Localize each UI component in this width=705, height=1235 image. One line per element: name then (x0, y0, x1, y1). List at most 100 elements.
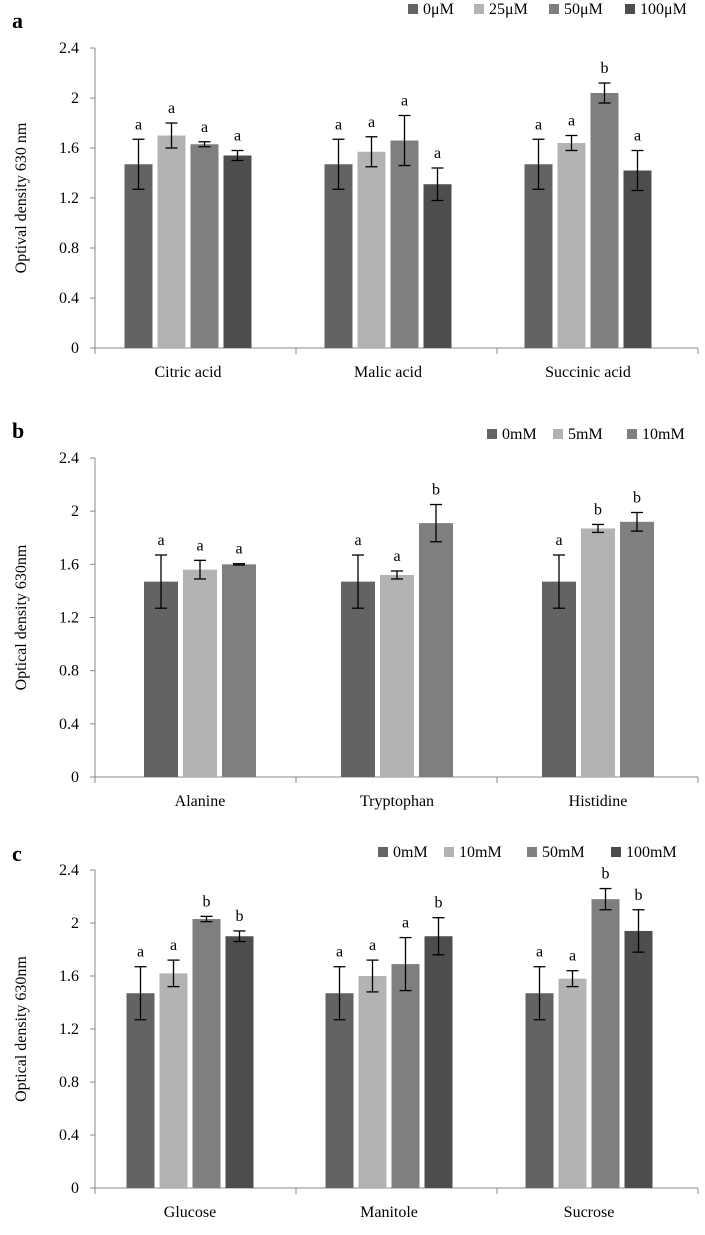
significance-label: b (635, 887, 643, 904)
significance-label: a (234, 128, 241, 145)
significance-label: b (633, 489, 641, 506)
legend-label: 0mM (393, 844, 428, 861)
legend-label: 0mM (502, 426, 537, 443)
significance-label: b (602, 866, 610, 883)
bar (391, 964, 420, 1188)
significance-label: b (203, 893, 211, 910)
significance-label: a (434, 145, 441, 162)
y-tick-label: 2.4 (59, 40, 79, 57)
significance-label: a (235, 541, 242, 558)
y-tick-label: 0.4 (59, 716, 79, 733)
y-tick-label: 0.8 (59, 1074, 79, 1091)
bar (524, 164, 553, 348)
bar (581, 528, 615, 777)
significance-label: a (569, 948, 576, 965)
significance-label: a (393, 548, 400, 565)
legend-label: 25μM (489, 1, 528, 18)
x-category-label: Malic acid (354, 364, 422, 381)
bar (390, 140, 419, 348)
significance-label: a (335, 116, 342, 133)
legend-swatch (527, 847, 537, 857)
bar (225, 936, 254, 1188)
bar (357, 151, 386, 348)
bar (222, 564, 256, 777)
y-tick-label: 2 (71, 915, 79, 932)
y-tick-label: 0.4 (59, 1127, 79, 1144)
significance-label: b (432, 482, 440, 499)
legend-label: 100μM (640, 1, 687, 18)
bar (183, 569, 217, 777)
y-tick-label: 1.6 (59, 556, 79, 573)
legend-swatch (549, 4, 559, 14)
legend-swatch (408, 4, 418, 14)
significance-label: a (354, 532, 361, 549)
y-tick-label: 0.8 (59, 663, 79, 680)
bar (557, 143, 586, 348)
panel-a: a 0 0.4 0.8 1.2 1.6 2 2.4 Optival density 630 nm… (12, 1, 699, 381)
y-tick-label: 2 (71, 90, 79, 107)
legend-swatch (627, 429, 637, 439)
y-tick-label: 2.4 (59, 862, 79, 879)
significance-label: a (568, 113, 575, 130)
y-tick-label: 0 (71, 769, 79, 786)
bar (325, 993, 354, 1188)
panel-letter: c (12, 841, 22, 866)
legend-label: 50μM (564, 1, 603, 18)
legend-swatch (625, 4, 635, 14)
bar (423, 184, 452, 348)
significance-label: a (157, 532, 164, 549)
significance-label: a (196, 537, 203, 554)
x-category-label: Tryptophan (360, 793, 434, 810)
bar (223, 155, 252, 348)
significance-label: a (634, 128, 641, 145)
significance-label: a (137, 944, 144, 961)
y-tick-label: 0.8 (59, 240, 79, 257)
y-tick-label: 1.6 (59, 140, 79, 157)
significance-label: a (535, 116, 542, 133)
legend-label: 10mM (642, 426, 685, 443)
legend-label: 0μM (423, 1, 454, 18)
bar (623, 170, 652, 348)
significance-label: a (368, 114, 375, 131)
y-axis-label: Optical density 630nm (13, 956, 30, 1102)
significance-label: a (201, 119, 208, 136)
legend-label: 5mM (568, 426, 603, 443)
legend-swatch (378, 847, 388, 857)
x-category-label: Glucose (164, 1204, 216, 1221)
bar (542, 581, 576, 777)
significance-label: a (336, 944, 343, 961)
significance-label: a (168, 100, 175, 117)
x-category-label: Succinic acid (545, 364, 631, 381)
significance-label: a (555, 532, 562, 549)
legend-swatch (474, 4, 484, 14)
bar (144, 581, 178, 777)
significance-label: b (601, 60, 609, 77)
x-category-label: Manitole (360, 1204, 418, 1221)
bar (419, 523, 453, 777)
legend-label: 50mM (542, 844, 585, 861)
bar (424, 936, 453, 1188)
bar (157, 135, 186, 348)
legend-label: 100mM (626, 844, 677, 861)
y-tick-label: 0.4 (59, 290, 79, 307)
significance-label: b (594, 501, 602, 518)
legend-swatch (444, 847, 454, 857)
panel-c: c 0 0.4 0.8 1.2 1.6 2 2.4 Optical density 630nm a… (12, 841, 699, 1221)
legend-swatch (553, 429, 563, 439)
significance-label: a (536, 944, 543, 961)
y-tick-label: 0 (71, 340, 79, 357)
bar (159, 973, 188, 1188)
x-category-label: Histidine (569, 793, 628, 810)
x-category-label: Alanine (175, 793, 226, 810)
y-tick-label: 1.2 (59, 1021, 79, 1038)
panel-letter: b (12, 418, 24, 443)
y-tick-label: 2 (71, 503, 79, 520)
y-tick-label: 2.4 (59, 450, 79, 467)
y-axis-label: Optival density 630 nm (13, 122, 30, 273)
bar (192, 919, 221, 1188)
bar (358, 976, 387, 1188)
legend-swatch (487, 429, 497, 439)
bar (380, 574, 414, 777)
